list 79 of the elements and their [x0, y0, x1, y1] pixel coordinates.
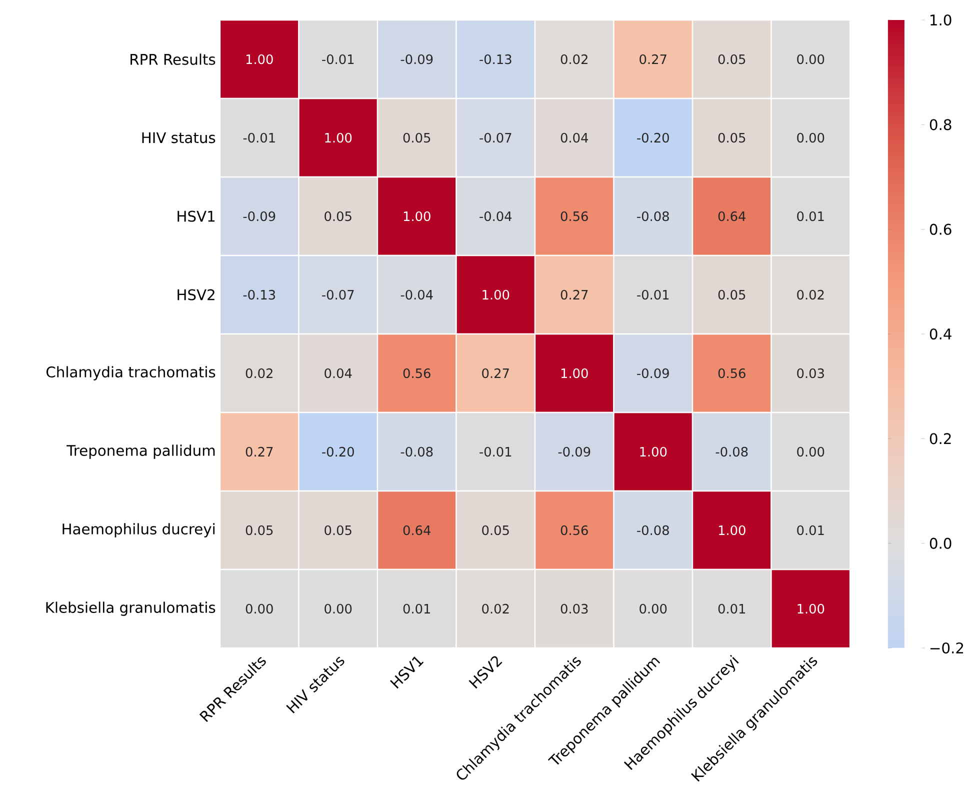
data-label: 0.64 — [718, 211, 746, 222]
data-label: 0.02 — [246, 368, 272, 378]
data-label: 1.00 — [482, 290, 510, 300]
data-label: 1.00 — [404, 211, 430, 222]
data-label: 1.00 — [640, 446, 667, 457]
data-label: -0.13 — [243, 290, 276, 300]
data-label: 1.00 — [325, 132, 352, 143]
data-label: 0.27 — [640, 54, 666, 64]
data-label: 0.05 — [403, 132, 430, 143]
data-label: -0.09 — [400, 54, 433, 64]
y-tick-label: HSV2 — [178, 289, 214, 300]
data-label: 0.00 — [246, 604, 273, 614]
data-label: -0.07 — [480, 132, 512, 143]
y-tick-label: Klebsiella granulomatis — [46, 602, 216, 616]
data-label: 0.00 — [797, 446, 824, 457]
data-label: -0.01 — [322, 54, 354, 64]
data-label: 0.05 — [482, 525, 509, 536]
data-label: 0.00 — [324, 604, 352, 614]
data-label: -0.09 — [558, 446, 590, 457]
data-label: 0.04 — [560, 132, 588, 143]
data-label: 1.00 — [561, 368, 588, 378]
color-bar-label: −0.2 — [930, 642, 964, 654]
data-label: 0.56 — [560, 525, 588, 536]
data-label: 1.00 — [798, 604, 824, 614]
data-label: 0.00 — [797, 132, 824, 143]
y-tick-label: Haemophilus ducreyi — [62, 523, 215, 538]
data-label: 0.05 — [718, 54, 746, 64]
data-label: 0.05 — [718, 290, 746, 300]
data-label: -0.08 — [716, 446, 748, 457]
data-label: 0.01 — [797, 211, 824, 222]
y-tick-label: Treponema pallidum — [66, 444, 215, 459]
data-label: 0.56 — [560, 211, 588, 222]
data-label: 0.03 — [797, 368, 824, 378]
data-label: 0.00 — [797, 54, 824, 64]
data-label: -0.01 — [480, 446, 512, 457]
data-label: 1.00 — [718, 525, 746, 536]
data-label: 0.04 — [324, 368, 352, 378]
y-tick-label: Chlamydia trachomatis — [46, 366, 216, 380]
data-label: 0.27 — [246, 446, 273, 457]
data-label: 0.00 — [640, 604, 667, 614]
data-label: 0.01 — [797, 525, 824, 536]
data-label: 0.27 — [560, 290, 588, 300]
data-label: 0.02 — [560, 54, 588, 64]
data-label: -0.20 — [637, 132, 669, 143]
data-label: 0.05 — [324, 525, 352, 536]
data-label: -0.04 — [480, 211, 512, 222]
y-tick-label: HIV status — [142, 132, 216, 144]
data-label: -0.01 — [243, 132, 275, 143]
data-label: 0.64 — [403, 525, 430, 536]
color-bar-label: 0.4 — [930, 328, 952, 340]
color-bar-label: 0.6 — [930, 224, 952, 235]
data-label: 0.56 — [718, 368, 746, 378]
data-label: 0.05 — [246, 525, 273, 536]
data-label: -0.08 — [400, 446, 433, 457]
data-label: -0.13 — [480, 54, 512, 64]
data-label: -0.09 — [637, 368, 669, 378]
data-label: -0.08 — [637, 525, 669, 536]
data-label: 0.05 — [324, 211, 352, 222]
data-label: -0.20 — [322, 446, 354, 457]
data-label: 0.01 — [403, 604, 430, 614]
y-tick-label: HSV1 — [178, 210, 215, 222]
data-label: -0.08 — [637, 211, 669, 222]
data-label: 0.02 — [482, 604, 509, 614]
y-tick-label: RPR Results — [130, 54, 216, 65]
data-label: 0.27 — [482, 368, 509, 378]
color-bar-label: 0.8 — [930, 119, 952, 130]
data-label: 0.05 — [718, 132, 746, 143]
data-label: 1.00 — [246, 54, 273, 64]
data-label: -0.01 — [637, 290, 669, 300]
data-label: -0.07 — [322, 290, 354, 300]
data-label: 0.01 — [718, 604, 746, 614]
data-label: 0.56 — [403, 368, 430, 378]
color-bar-label: 0.2 — [930, 433, 951, 444]
color-bar-label: 0.0 — [930, 538, 952, 549]
color-bar-label: 1.0 — [930, 14, 952, 26]
data-label: 0.03 — [560, 604, 588, 614]
data-label: 0.02 — [797, 290, 824, 300]
data-label: -0.09 — [243, 211, 276, 222]
data-label: -0.04 — [400, 290, 433, 300]
